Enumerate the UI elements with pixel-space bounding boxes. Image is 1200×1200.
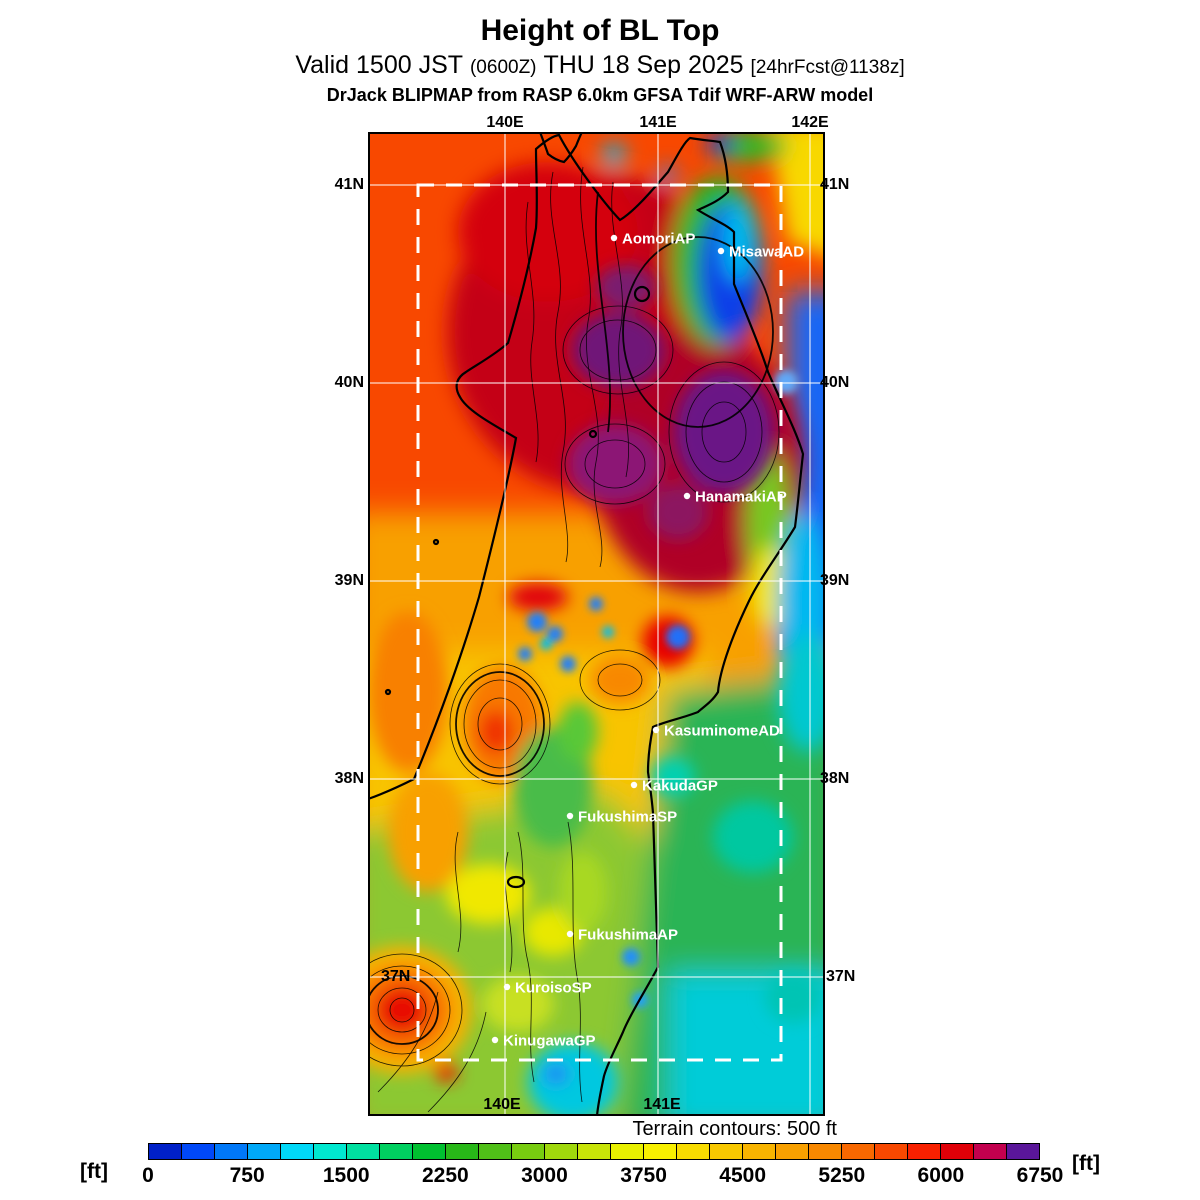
colorbar-segment — [314, 1144, 347, 1159]
colorbar-segment — [677, 1144, 710, 1159]
lat-label-right-37n: 37N — [826, 968, 856, 985]
lat-label-right-41n: 41N — [820, 176, 850, 193]
lat-label-left-38n: 38N — [334, 770, 364, 787]
lon-label-bottom-141e: 141E — [643, 1096, 681, 1113]
lat-label-right-38n: 38N — [820, 770, 850, 787]
station-label: HanamakiAP — [695, 489, 787, 506]
valid-prefix: Valid 1500 JST — [295, 51, 464, 79]
colorbar-tick: 3750 — [620, 1164, 667, 1187]
colorbar-segment — [149, 1144, 182, 1159]
terrain-contours-major — [368, 191, 774, 1045]
colorbar-segment — [545, 1144, 578, 1159]
lon-label-top-140e: 140E — [486, 114, 524, 131]
colorbar-tick: 6000 — [917, 1164, 965, 1187]
colorbar-ticks: 0 750 1500 2250 3000 3750 4500 5250 6000 6750 — [142, 1164, 1063, 1190]
colorbar-segment — [710, 1144, 743, 1159]
station-dot — [717, 247, 725, 255]
colorbar-tick: 0 — [142, 1164, 154, 1187]
lat-label-right-40n: 40N — [820, 374, 850, 391]
colorbar — [148, 1143, 1040, 1160]
terrain-note: Terrain contours: 500 ft — [632, 1118, 837, 1140]
domain-boundary — [416, 183, 783, 1062]
colorbar-segment — [578, 1144, 611, 1159]
colorbar-segment — [182, 1144, 215, 1159]
valid-zulu: (0600Z) — [469, 57, 537, 78]
lat-label-left-40n: 40N — [334, 374, 364, 391]
colorbar-segment — [413, 1144, 446, 1159]
model-line: DrJack BLIPMAP from RASP 6.0km GFSA Tdif… — [326, 85, 874, 105]
station-dot — [683, 492, 691, 500]
colorbar-segment — [611, 1144, 644, 1159]
station-dot — [652, 726, 660, 734]
colorbar-tick: 6750 — [1016, 1164, 1064, 1187]
station-label: AomoriAP — [622, 231, 695, 248]
colorbar-unit-right: [ft] — [1072, 1152, 1100, 1175]
lat-label-left-37n: 37N — [381, 968, 411, 985]
station-label: FukushimaAP — [578, 927, 678, 944]
colorbar-segment — [248, 1144, 281, 1159]
lon-label-top-141e: 141E — [639, 114, 677, 131]
colorbar-segment — [743, 1144, 776, 1159]
map-frame — [368, 132, 825, 1116]
bl-top-color-field — [368, 132, 825, 1116]
station-label: KakudaGP — [642, 778, 718, 795]
colorbar-segment — [512, 1144, 545, 1159]
colorbar-segment — [281, 1144, 314, 1159]
lat-label-left-41n: 41N — [334, 176, 364, 193]
colorbar-tick: 750 — [229, 1164, 265, 1187]
colorbar-tick: 3000 — [521, 1164, 568, 1187]
lon-label-bottom-140e: 140E — [483, 1096, 521, 1113]
colorbar-unit-left: [ft] — [80, 1160, 108, 1183]
colorbar-tick: 5250 — [818, 1164, 866, 1187]
lon-label-top-142e: 142E — [791, 114, 829, 131]
colorbar-segment — [347, 1144, 380, 1159]
colorbar-segment — [941, 1144, 974, 1159]
station-label: FukushimaSP — [578, 809, 677, 826]
page-title: Height of BL Top — [480, 14, 720, 47]
colorbar-segments — [149, 1144, 1039, 1159]
colorbar-segment — [446, 1144, 479, 1159]
colorbar-segment — [479, 1144, 512, 1159]
colorbar-segment — [1007, 1144, 1039, 1159]
station-dot — [503, 983, 511, 991]
station-dot — [491, 1036, 499, 1044]
station-dot — [630, 781, 638, 789]
station-label: MisawaAD — [729, 244, 804, 261]
colorbar-segment — [908, 1144, 941, 1159]
lat-label-left-39n: 39N — [334, 572, 364, 589]
colorbar-segment — [974, 1144, 1007, 1159]
colorbar-tick: 2250 — [421, 1164, 469, 1187]
coastline — [368, 132, 805, 1116]
station-dot — [610, 234, 618, 242]
colorbar-tick: 1500 — [322, 1164, 370, 1187]
colorbar-segment — [842, 1144, 875, 1159]
valid-fcst: [24hrFcst@1138z] — [750, 57, 905, 78]
station-dot — [566, 930, 574, 938]
colorbar-segment — [644, 1144, 677, 1159]
header: Height of BL Top Valid 1500 JST (0600Z) … — [0, 14, 1200, 106]
valid-line: Valid 1500 JST (0600Z) THU 18 Sep 2025 [… — [0, 50, 1200, 83]
map-plot: AomoriAP MisawaAD HanamakiAP KasuminomeAD Ka… — [368, 132, 825, 1116]
colorbar-tick: 4500 — [719, 1164, 767, 1187]
colorbar-segment — [380, 1144, 413, 1159]
stations-layer: AomoriAP MisawaAD HanamakiAP KasuminomeAD Ka… — [491, 231, 804, 1050]
colorbar-segment — [215, 1144, 248, 1159]
valid-date: THU 18 Sep 2025 — [543, 51, 744, 79]
station-dot — [566, 812, 574, 820]
station-label: KinugawaGP — [503, 1033, 596, 1050]
station-label: KuroisoSP — [515, 980, 592, 997]
terrain-contours — [368, 166, 780, 1113]
station-label: KasuminomeAD — [664, 723, 780, 740]
colorbar-segment — [809, 1144, 842, 1159]
colorbar-segment — [776, 1144, 809, 1159]
lat-label-right-39n: 39N — [820, 572, 850, 589]
colorbar-segment — [875, 1144, 908, 1159]
